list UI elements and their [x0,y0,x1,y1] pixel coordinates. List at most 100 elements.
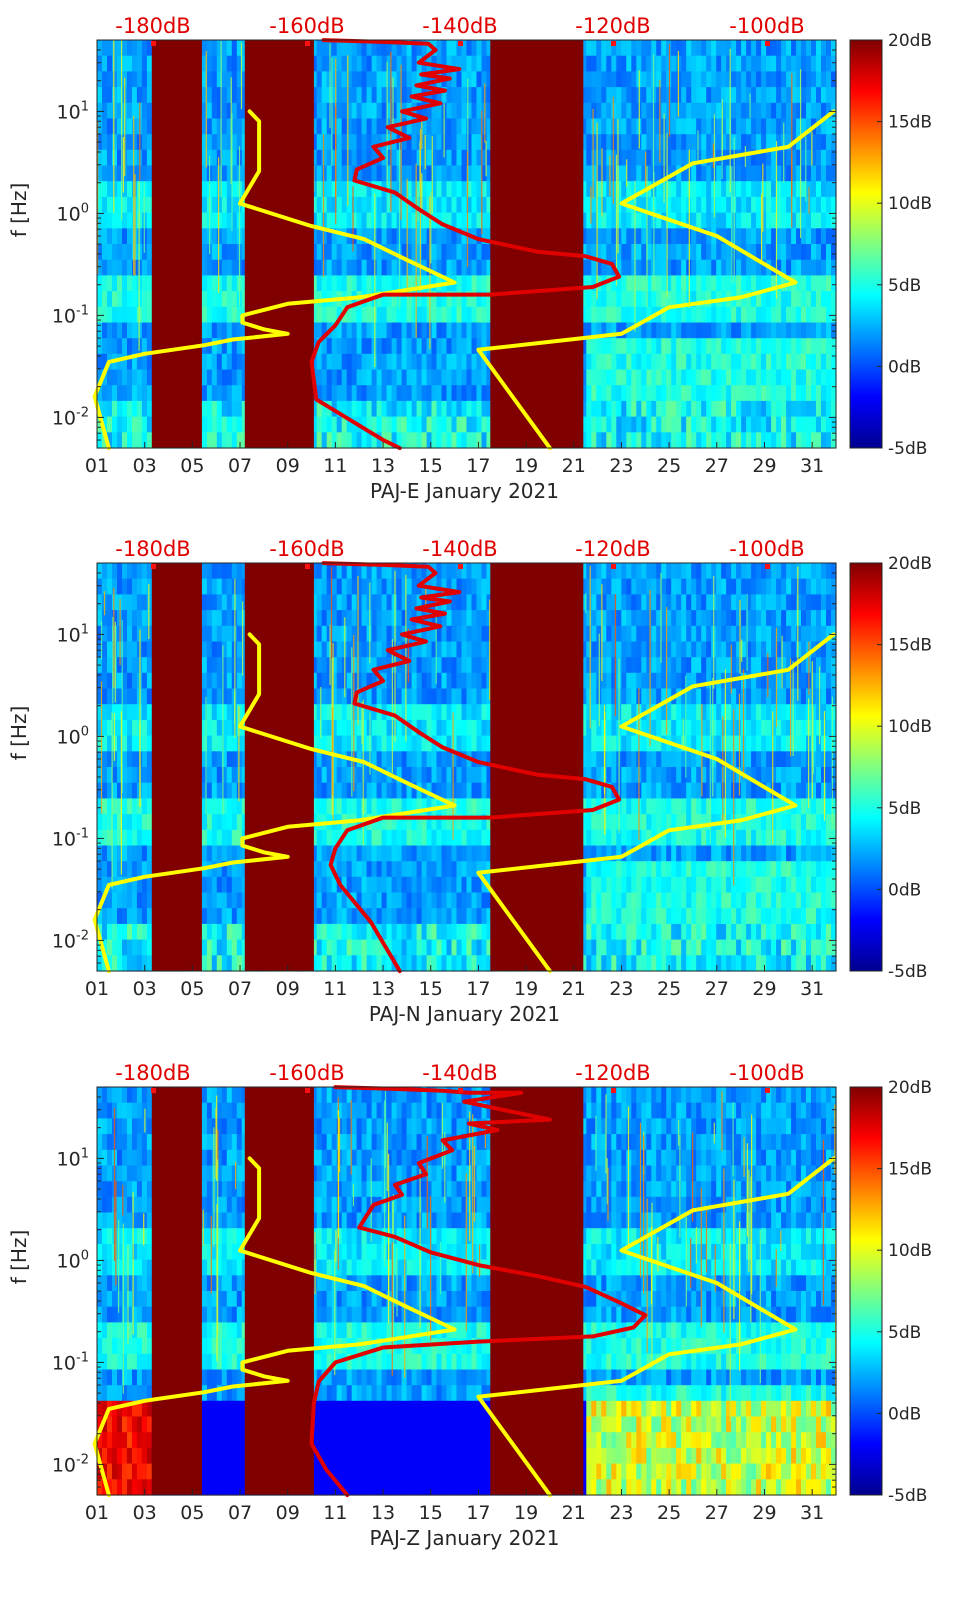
spectrogram-cell [466,306,473,324]
spectrogram-cell [316,149,323,167]
spectrogram-cell [701,71,707,88]
spectrogram-cell [226,385,233,402]
spectrogram-cell [706,244,712,261]
spectrogram-cell [776,385,782,402]
spectrogram-cell [376,385,383,402]
spectrogram-cell [436,118,443,135]
spectrogram-cell [97,767,103,784]
spectrogram-cell [761,291,767,308]
spectrogram-cell [811,244,817,261]
spectrogram-cell [716,87,722,104]
spectrogram-cell [141,845,148,862]
spectrogram-cell [236,400,243,418]
spectrogram-cell [231,165,238,182]
spectrogram-cell [736,181,742,198]
spectrogram-cell [601,118,607,135]
spectrogram-cell [236,416,243,433]
spectrogram-cell [591,134,597,151]
spectrogram-cell [801,259,807,276]
spectrogram-cell [746,369,752,386]
spectrogram-cell [446,228,453,245]
spectrogram-cell [401,134,408,151]
spectrogram-cell [241,432,248,449]
spectrogram-cell [746,291,752,308]
spectrogram-cell [117,798,123,815]
spectrogram-cell [122,876,128,894]
spectrogram-cell [831,87,837,104]
spectrogram-cell [456,353,463,371]
spectrogram-cell [132,767,138,784]
spectrogram-cell [112,322,118,339]
spectrogram-cell [726,55,732,72]
spectrogram-cell [391,275,398,292]
spectrogram-cell [586,244,592,261]
spectrogram-cell [321,244,328,261]
spectrogram-cell [221,291,228,308]
spectrogram-cell [751,275,757,292]
spectrogram-cell [476,259,483,276]
spectrogram-cell [112,594,118,611]
spectrogram-cell [401,306,408,324]
spectrogram-cell [636,275,642,292]
spectrogram-cell [132,275,138,292]
spectrogram-cell [211,908,218,925]
spectrogram-cell [102,892,108,909]
spectrogram-cell [481,212,488,229]
spectrogram-cell [211,704,218,721]
spectrogram-cell [831,322,837,339]
spectrogram-cell [122,610,128,627]
spectrogram-cell [606,385,612,402]
spectrogram-cell [746,40,752,57]
spectrogram-cell [646,134,652,151]
spectrogram-cell [102,876,108,894]
spectrogram-cell [102,353,108,371]
spectrogram-cell [611,149,617,167]
spectrogram-cell [411,118,418,135]
spectrogram-cell [341,212,348,229]
spectrogram-cell [326,196,333,214]
spectrogram-cell [371,416,378,433]
spectrogram-cell [776,181,782,198]
spectrogram-cell [211,432,218,449]
spectrogram-cell [796,118,802,135]
spectrogram-cell [112,814,118,831]
spectrogram-cell [122,814,128,831]
spectrogram-cell [826,181,832,198]
spectrogram-cell [97,118,103,135]
spectrogram-cell [97,578,103,595]
spectrogram-cell [591,149,597,167]
spectrogram-cell [591,228,597,245]
spectrogram-cell [781,71,787,88]
spectrogram-cell [646,228,652,245]
spectrogram-cell [122,782,128,799]
spectrogram-cell [606,244,612,261]
spectrogram-cell [791,71,797,88]
spectrogram-cell [816,400,822,418]
spectrogram-cell [221,782,228,799]
spectrogram-cell [401,385,408,402]
spectrogram-cell [596,71,602,88]
spectrogram-cell [666,353,672,371]
spectrogram-cell [117,814,123,831]
spectrogram-cell [766,244,772,261]
spectrogram-cell [117,212,123,229]
spectrogram-cell [786,134,792,151]
spectrogram-cell [591,55,597,72]
spectrogram-cell [406,87,413,104]
spectrogram-cell [656,291,662,308]
spectrogram-cell [381,291,388,308]
spectrogram-cell [701,212,707,229]
spectrogram-cell [671,71,677,88]
spectrogram-cell [117,322,123,339]
spectrogram-cell [97,87,103,104]
spectrogram-cell [127,704,133,721]
spectrogram-cell [136,87,143,104]
spectrogram-cell [431,416,438,433]
spectrogram-cell [122,353,128,371]
spectrogram-cell [701,400,707,418]
spectrogram-cell [741,134,747,151]
spectrogram-cell [596,400,602,418]
spectrogram-cell [241,908,248,925]
spectrogram-cell [136,55,143,72]
spectrogram-cell [486,291,493,308]
